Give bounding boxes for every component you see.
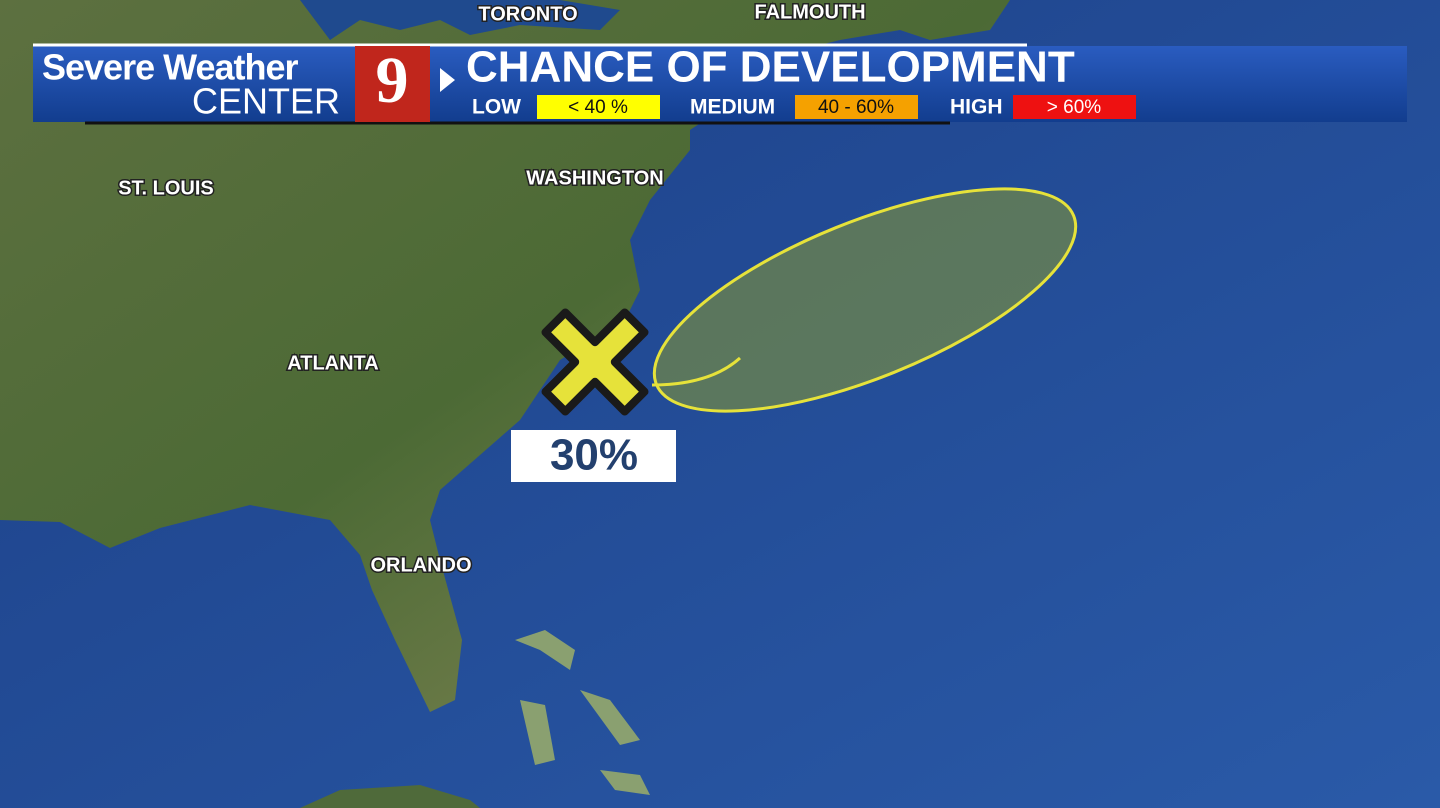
- bahamas: [515, 630, 650, 795]
- logo-box: [355, 46, 430, 122]
- brand: Severe Weather: [42, 47, 298, 88]
- city-label: TORONTO: [478, 3, 577, 25]
- city-label: WASHINGTON: [526, 167, 663, 189]
- land: [0, 0, 1010, 712]
- legend-name: LOW: [472, 96, 521, 119]
- probability-label: 30%: [550, 431, 638, 480]
- legend-name: MEDIUM: [690, 96, 775, 119]
- track: [651, 356, 742, 387]
- legend: LOW < 40 % MEDIUM 40 - 60% HIGH > 60%: [472, 95, 1136, 119]
- legend-swatch: [537, 95, 660, 119]
- disturbance-marker: [541, 308, 649, 416]
- probability-box: [511, 430, 676, 482]
- city-label: ORLANDO: [370, 554, 471, 576]
- brand: CENTER: [192, 81, 340, 122]
- legend-name: HIGH: [950, 96, 1003, 119]
- great-lakes: [300, 0, 620, 40]
- legend-range: 40 - 60%: [818, 97, 894, 118]
- city-label: ST. LOUIS: [118, 177, 214, 199]
- city-label: FALMOUTH: [754, 1, 865, 23]
- outlook: 30%: [511, 187, 1078, 482]
- cuba: [300, 785, 480, 808]
- legend-swatch: [795, 95, 918, 119]
- header-title: CHANCE OF DEVELOPMENT: [466, 43, 1075, 92]
- legend-range: < 40 %: [568, 97, 628, 118]
- legend-swatch: [1013, 95, 1136, 119]
- arrow: [440, 68, 455, 92]
- logo: 9: [376, 44, 409, 117]
- city-label: ATLANTA: [287, 352, 378, 374]
- header: Severe Weather CENTER 9 CHANCE OF DEVELO…: [33, 43, 1407, 125]
- header-bar: [33, 46, 1407, 122]
- legend-range: > 60%: [1047, 97, 1102, 118]
